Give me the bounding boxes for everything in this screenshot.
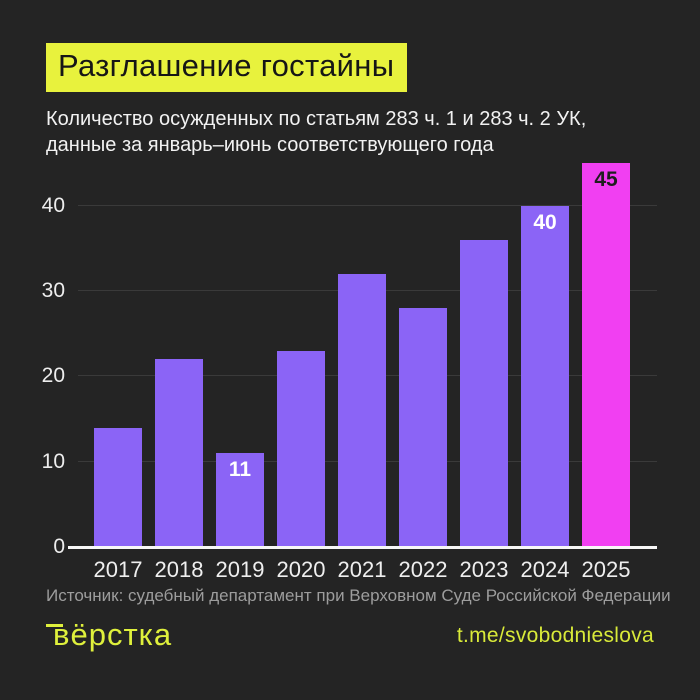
- source-note: Источник: судебный департамент при Верхо…: [46, 586, 671, 605]
- title-highlight-box: Разглашение гостайны: [46, 43, 408, 92]
- verstka-logo: вёрстка: [46, 617, 172, 653]
- bar-value-label-2019: 11: [228, 458, 252, 482]
- x-tick-text-2018: 2018: [154, 557, 204, 582]
- x-tick-text-2021: 2021: [337, 557, 387, 582]
- x-tick-text-2020: 2020: [276, 557, 326, 582]
- x-tick-label-2023: 2023: [459, 557, 509, 583]
- bar-2022: [399, 308, 447, 547]
- subtitle-line-2: данные за январь–июнь соответствующего г…: [46, 134, 494, 156]
- bar-2024: 40: [521, 205, 569, 547]
- y-tick-label-0: 0: [53, 535, 65, 558]
- x-tick-label-2019: 2019: [215, 557, 265, 583]
- x-tick-text-2019: 2019: [215, 557, 265, 582]
- bar-2021: [338, 273, 386, 547]
- x-tick-label-2020: 2020: [276, 557, 326, 583]
- subtitle-line-1: Количество осужденных по статьям 283 ч. …: [46, 108, 587, 130]
- x-tick-text-2023: 2023: [459, 557, 509, 582]
- y-tick-label-20: 20: [41, 364, 65, 388]
- x-tick-label-2022: 2022: [398, 557, 448, 583]
- x-axis-baseline: [68, 546, 657, 549]
- bar-2018: [155, 359, 203, 547]
- telegram-link[interactable]: t.me/svobodnieslova: [456, 624, 654, 647]
- x-tick-text-2017: 2017: [93, 557, 143, 582]
- chart-subtitle: Количество осужденных по статьям 283 ч. …: [46, 106, 666, 158]
- x-tick-text-2025: 2025: [581, 557, 631, 582]
- page-title: Разглашение гостайны: [58, 48, 395, 83]
- bar-2019: 11: [216, 453, 264, 547]
- y-tick-label-10: 10: [41, 449, 65, 473]
- bar-2017: [94, 427, 142, 547]
- x-tick-text-2022: 2022: [398, 557, 448, 582]
- x-tick-label-2017: 2017: [93, 557, 143, 583]
- bars-container: 11 40 45: [78, 163, 657, 547]
- bar-value-label-2024: 40: [533, 210, 557, 234]
- x-axis-labels: 2017 2018 2019 2020 2021 2022 2023 2024 2025: [78, 557, 657, 583]
- x-tick-label-2025: 2025: [581, 557, 631, 583]
- x-tick-label-2018: 2018: [154, 557, 204, 583]
- bar-2023: [460, 239, 508, 547]
- x-tick-label-2024: 2024: [520, 557, 570, 583]
- gridline-40: [78, 204, 657, 206]
- y-tick-label-30: 30: [41, 279, 65, 302]
- bar-value-label-2025: 45: [594, 168, 618, 191]
- bar-2025: 45: [582, 163, 630, 547]
- y-tick-label-40: 40: [41, 193, 65, 217]
- x-tick-text-2024: 2024: [520, 557, 570, 582]
- x-tick-label-2021: 2021: [337, 557, 387, 583]
- plot-area: 0 10 20 30 40 11 40 45 2017 2018 2019 2020 2021 2022 2…: [42, 163, 657, 582]
- bar-2020: [277, 350, 325, 547]
